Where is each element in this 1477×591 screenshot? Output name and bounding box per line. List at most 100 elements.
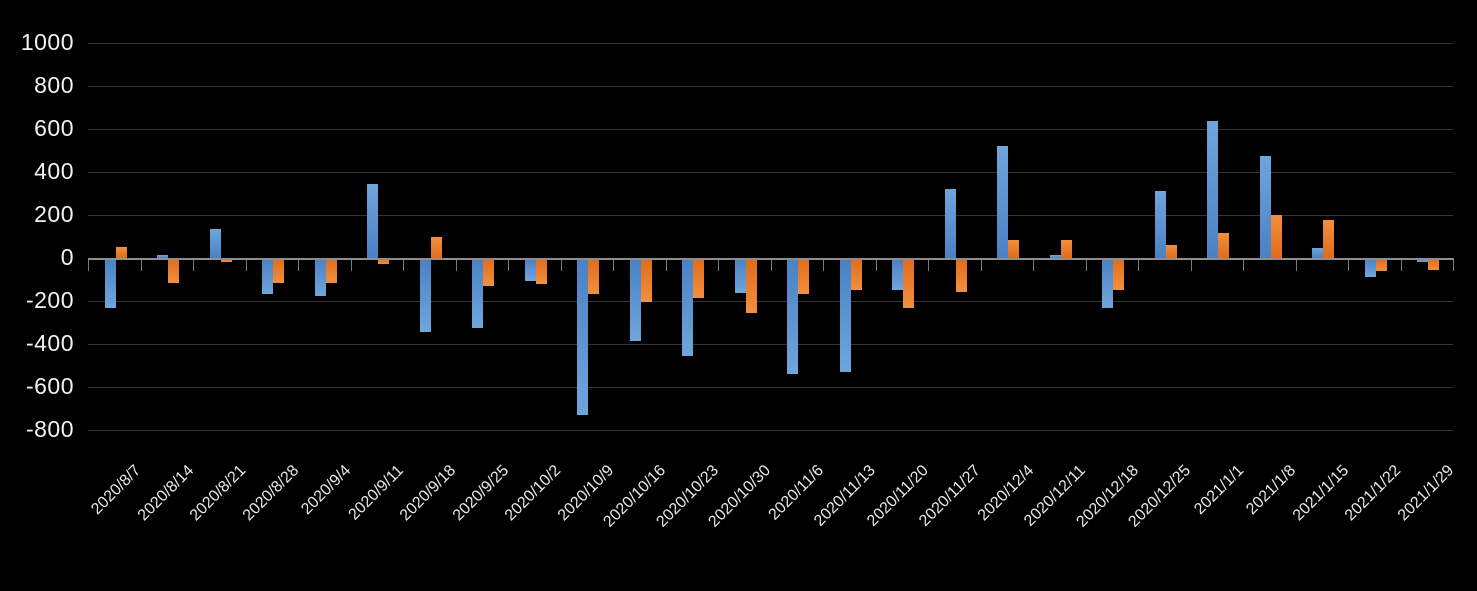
axis-tick: [1033, 260, 1034, 271]
axis-tick: [981, 260, 982, 271]
axis-tick: [876, 260, 877, 271]
axis-tick: [298, 260, 299, 271]
axis-tick: [613, 260, 614, 271]
bar-blue: [315, 259, 326, 296]
axis-tick: [1401, 260, 1402, 271]
x-tick-label: 2021/1/29: [1394, 462, 1458, 525]
bar-orange: [1323, 220, 1334, 258]
bar-orange: [483, 259, 494, 286]
bar-blue: [735, 259, 746, 293]
bar-blue: [945, 189, 956, 258]
bar-blue: [1155, 191, 1166, 258]
gridline: [88, 301, 1453, 302]
x-tick-label: 2020/9/11: [345, 462, 408, 524]
axis-tick: [1086, 260, 1087, 271]
axis-tick: [141, 260, 142, 271]
bar-blue: [1260, 156, 1271, 258]
bar-orange: [588, 259, 599, 294]
axis-tick: [1138, 260, 1139, 271]
y-tick-label: 800: [34, 72, 74, 98]
x-tick-label: 2020/8/14: [134, 462, 198, 525]
x-tick-label: 2020/10/2: [501, 462, 565, 525]
x-tick-label: 2020/9/18: [396, 462, 460, 525]
bar-orange: [956, 259, 967, 292]
gridline: [88, 430, 1453, 431]
axis-tick: [403, 260, 404, 271]
x-tick-label: 2021/1/22: [1341, 462, 1405, 525]
bar-orange: [116, 247, 127, 258]
y-tick-label: -200: [25, 287, 74, 313]
bar-orange: [903, 259, 914, 308]
y-tick-label: 600: [34, 115, 74, 141]
axis-tick: [508, 260, 509, 271]
bar-orange: [1271, 215, 1282, 258]
axis-tick: [928, 260, 929, 271]
y-tick-label: 400: [34, 158, 74, 184]
bar-blue: [997, 146, 1008, 258]
axis-tick: [823, 260, 824, 271]
y-tick-label: 1000: [20, 29, 74, 55]
axis-tick: [351, 260, 352, 271]
gridline: [88, 344, 1453, 345]
y-tick-label: -600: [25, 373, 74, 399]
bar-orange: [1376, 259, 1387, 271]
gridline: [88, 129, 1453, 130]
bar-blue: [367, 184, 378, 258]
axis-tick: [1191, 260, 1192, 271]
x-tick-label: 2021/1/1: [1190, 462, 1248, 519]
bar-blue: [1050, 255, 1061, 258]
bar-orange: [221, 259, 232, 262]
bar-blue: [472, 259, 483, 328]
axis-tick: [561, 260, 562, 271]
axis-tick: [1243, 260, 1244, 271]
gridline: [88, 43, 1453, 44]
axis-tick: [193, 260, 194, 271]
bar-orange: [1008, 240, 1019, 258]
bar-orange: [746, 259, 757, 313]
bar-orange: [851, 259, 862, 290]
axis-tick: [771, 260, 772, 271]
bar-orange: [693, 259, 704, 298]
axis-tick: [88, 260, 89, 271]
bar-orange: [326, 259, 337, 283]
bar-blue: [210, 229, 221, 258]
bar-orange: [1218, 233, 1229, 258]
bar-orange: [1061, 240, 1072, 258]
axis-tick: [1348, 260, 1349, 271]
bar-blue: [1417, 259, 1428, 262]
bar-blue: [157, 255, 168, 258]
y-tick-label: -800: [25, 416, 74, 442]
bar-blue: [1365, 259, 1376, 277]
gridline: [88, 387, 1453, 388]
x-axis-line: [88, 258, 1454, 260]
x-tick-label: 2020/8/28: [239, 462, 303, 525]
bar-orange: [431, 237, 442, 259]
bar-orange: [1166, 245, 1177, 258]
axis-tick: [666, 260, 667, 271]
x-tick-label: 2021/1/15: [1289, 462, 1353, 525]
bar-blue: [630, 259, 641, 341]
y-tick-label: -400: [25, 330, 74, 356]
bar-blue: [1207, 121, 1218, 258]
axis-tick: [1453, 260, 1454, 271]
axis-tick: [456, 260, 457, 271]
gridline: [88, 172, 1453, 173]
bar-blue: [840, 259, 851, 372]
bar-orange: [536, 259, 547, 284]
gridline: [88, 215, 1453, 216]
axis-tick: [718, 260, 719, 271]
gridline: [88, 86, 1453, 87]
bar-blue: [105, 259, 116, 308]
y-tick-label: 200: [34, 201, 74, 227]
bar-blue: [262, 259, 273, 294]
bar-orange: [798, 259, 809, 294]
bar-orange: [168, 259, 179, 283]
bar-blue: [892, 259, 903, 290]
bar-blue: [577, 259, 588, 415]
axis-tick: [1296, 260, 1297, 271]
x-tick-label: 2020/8/21: [186, 462, 250, 525]
bar-orange: [641, 259, 652, 302]
bar-orange: [1428, 259, 1439, 270]
bar-blue: [1312, 248, 1323, 258]
x-tick-label: 2020/9/25: [449, 462, 513, 525]
